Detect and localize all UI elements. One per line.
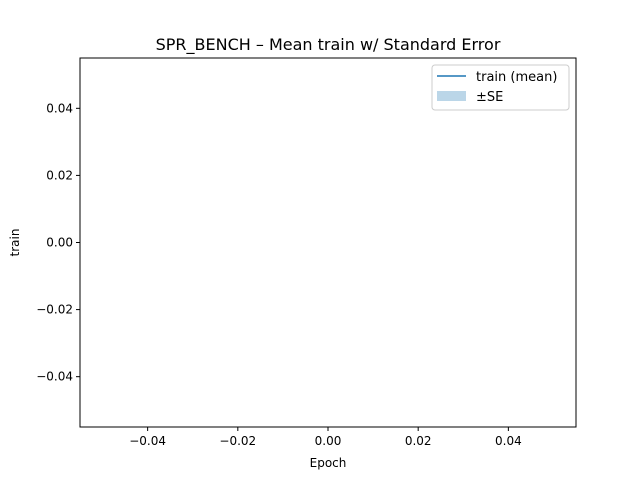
x-tick-label: −0.04 — [129, 434, 166, 448]
x-tick-label: −0.02 — [219, 434, 256, 448]
x-axis-ticks: −0.04 −0.02 0.00 0.02 0.04 — [129, 427, 522, 448]
x-axis-label: Epoch — [310, 456, 347, 470]
plot-frame — [79, 57, 577, 428]
y-tick-label: −0.04 — [36, 370, 73, 384]
y-tick-label: −0.02 — [36, 303, 73, 317]
y-axis-label: train — [8, 229, 22, 257]
x-tick-label: 0.00 — [315, 434, 342, 448]
chart-title: SPR_BENCH – Mean train w/ Standard Error — [156, 35, 501, 55]
x-tick-label: 0.04 — [495, 434, 522, 448]
y-tick-label: 0.04 — [46, 101, 73, 115]
x-tick-label: 0.02 — [405, 434, 432, 448]
legend: train (mean) ±SE — [431, 64, 570, 111]
legend-label-se: ±SE — [476, 90, 503, 105]
y-tick-label: 0.00 — [46, 236, 73, 250]
legend-box — [431, 64, 570, 111]
y-tick-label: 0.02 — [46, 168, 73, 182]
plot-area — [79, 57, 577, 428]
legend-label-mean: train (mean) — [476, 70, 557, 85]
y-axis-ticks: 0.04 0.02 0.00 −0.02 −0.04 — [36, 101, 80, 384]
legend-band-swatch — [437, 91, 466, 101]
